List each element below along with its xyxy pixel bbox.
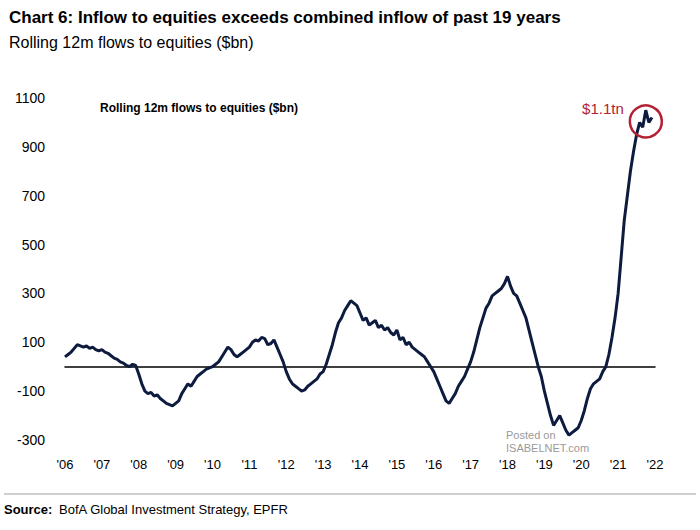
svg-text:'14: '14 (352, 457, 369, 472)
svg-text:Source:: Source: (4, 502, 52, 517)
svg-text:'09: '09 (167, 457, 184, 472)
svg-text:BofA Global Investment Strateg: BofA Global Investment Strategy, EPFR (59, 502, 288, 517)
svg-text:100: 100 (22, 334, 46, 350)
svg-text:300: 300 (22, 285, 46, 301)
svg-text:Chart 6: Inflow to equities ex: Chart 6: Inflow to equities exceeds comb… (9, 8, 561, 27)
svg-text:'11: '11 (241, 457, 257, 472)
svg-text:700: 700 (22, 188, 46, 204)
svg-text:'10: '10 (204, 457, 221, 472)
svg-text:900: 900 (22, 139, 46, 155)
svg-text:-300: -300 (17, 432, 45, 448)
svg-text:'15: '15 (388, 457, 405, 472)
svg-text:'12: '12 (278, 457, 295, 472)
svg-text:-100: -100 (17, 383, 45, 399)
svg-text:'07: '07 (93, 457, 110, 472)
svg-text:'20: '20 (573, 457, 590, 472)
svg-text:'16: '16 (425, 457, 442, 472)
svg-text:1100: 1100 (15, 90, 45, 106)
svg-text:'08: '08 (130, 457, 147, 472)
svg-text:'17: '17 (462, 457, 479, 472)
svg-text:'19: '19 (536, 457, 553, 472)
svg-text:'06: '06 (57, 457, 74, 472)
svg-text:Rolling 12m flows to equities: Rolling 12m flows to equities ($bn) (9, 34, 254, 51)
svg-text:'21: '21 (610, 457, 627, 472)
svg-text:ISABELNET.com: ISABELNET.com (506, 442, 589, 454)
svg-text:Rolling 12m flows to equities: Rolling 12m flows to equities ($bn) (100, 101, 298, 115)
svg-text:Posted on: Posted on (506, 429, 556, 441)
svg-text:500: 500 (22, 237, 46, 253)
svg-text:'22: '22 (647, 457, 664, 472)
svg-text:'13: '13 (315, 457, 332, 472)
svg-text:'18: '18 (499, 457, 516, 472)
svg-text:$1.1tn: $1.1tn (582, 100, 624, 117)
